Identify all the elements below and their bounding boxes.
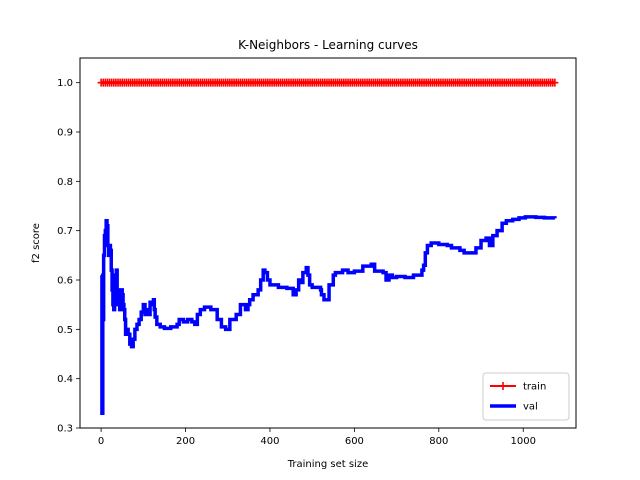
series-line-val xyxy=(100,215,557,415)
x-tick-label: 800 xyxy=(429,436,448,447)
y-tick-label: 0.3 xyxy=(57,424,73,435)
y-tick-label: 1.0 xyxy=(57,78,73,89)
axes-frame xyxy=(79,57,577,429)
y-axis-label: f2 score xyxy=(31,223,42,263)
y-tick-label: 0.5 xyxy=(57,325,73,336)
x-tick-label: 200 xyxy=(176,436,195,447)
plot-area xyxy=(97,78,559,415)
series-train xyxy=(97,78,559,87)
y-tick-label: 0.4 xyxy=(57,374,73,385)
legend-label: val xyxy=(523,402,538,413)
legend: train val xyxy=(482,372,570,421)
x-tick-label: 0 xyxy=(98,436,104,447)
chart-title: K-Neighbors - Learning curves xyxy=(238,38,418,52)
axis-ticks: 0 200 400 600 800 1000 0.3 0.4 0.5 0.6 0.7 0.8 0.9 1.… xyxy=(57,78,536,447)
y-tick-label: 0.8 xyxy=(57,177,73,188)
y-tick-label: 0.6 xyxy=(57,276,73,287)
x-axis-label: Training set size xyxy=(287,459,369,470)
legend-marker xyxy=(499,382,507,390)
legend-label: train xyxy=(523,382,546,393)
legend-box xyxy=(482,372,570,421)
x-tick-label: 1000 xyxy=(511,436,536,447)
marker-train xyxy=(551,78,559,87)
legend-entry-val: val xyxy=(490,402,538,413)
y-tick-label: 0.9 xyxy=(57,128,73,139)
x-tick-label: 400 xyxy=(260,436,279,447)
x-tick-label: 600 xyxy=(345,436,364,447)
legend-entry-train: train xyxy=(490,382,546,393)
series-val xyxy=(100,215,557,415)
y-tick-label: 0.7 xyxy=(57,226,73,237)
